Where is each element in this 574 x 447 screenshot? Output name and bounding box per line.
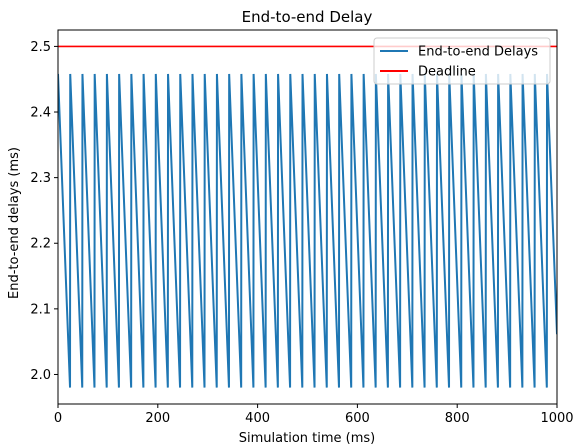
- y-tick-label: 2.5: [30, 40, 51, 55]
- legend-box: [373, 37, 551, 85]
- legend-label: End-to-end Delays: [418, 45, 538, 60]
- y-tick-label: 2.1: [30, 302, 51, 317]
- y-tick-label: 2.4: [30, 106, 51, 121]
- y-tick-label: 2.2: [30, 237, 51, 252]
- plot-area: [58, 45, 557, 388]
- legend: End-to-end Delays Deadline: [373, 37, 551, 85]
- chart-title: End-to-end Delay: [242, 8, 373, 26]
- axes: 0 200 400 600 800 1000 2.0 2.1 2.2 2.3 2.4 2.5: [30, 29, 574, 426]
- legend-label: Deadline: [418, 65, 476, 80]
- y-axis-label: End-to-end delays (ms): [7, 147, 22, 299]
- y-tick-label: 2.0: [30, 368, 51, 383]
- series-line-delays: [58, 73, 557, 388]
- y-tick-label: 2.3: [30, 171, 51, 186]
- x-tick-label: 400: [245, 411, 270, 426]
- plot-frame: [57, 29, 558, 405]
- x-tick-label: 800: [445, 411, 470, 426]
- x-tick-label: 200: [145, 411, 170, 426]
- x-tick-label: 0: [54, 411, 62, 426]
- x-tick-label: 1000: [540, 411, 573, 426]
- x-tick-label: 600: [345, 411, 370, 426]
- x-axis-label: Simulation time (ms): [239, 431, 375, 446]
